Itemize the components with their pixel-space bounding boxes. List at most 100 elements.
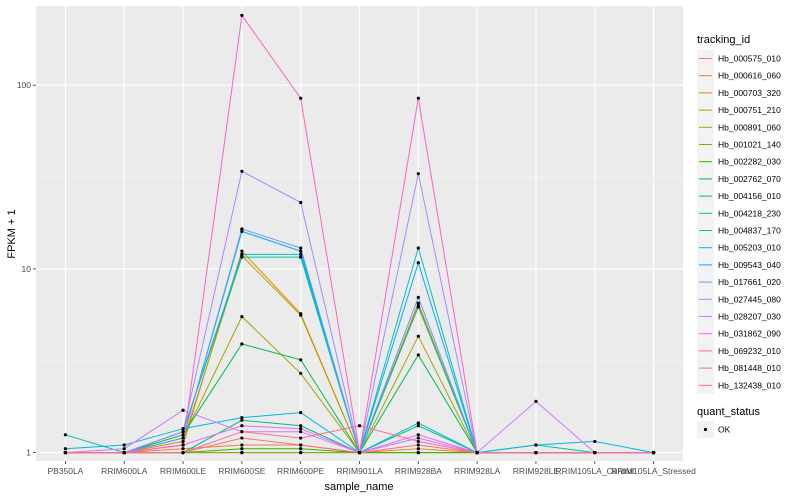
legend-label: Hb_031862_090 [718,329,781,339]
data-point-Hb_002762_070-4 [299,358,303,362]
data-point-Hb_004837_170-4 [299,252,303,256]
legend-label: Hb_001021_140 [718,140,781,150]
data-point-Hb_000891_060-6 [416,334,420,338]
data-point-Hb_081448_010-6 [416,439,420,444]
data-point-Hb_002762_070-6 [416,353,420,357]
y-axis-title: FPKM + 1 [6,209,18,258]
legend-label: Hb_017661_020 [718,277,781,287]
data-point-Hb_069232_010-6 [416,96,420,100]
data-point-Hb_004218_230-6 [416,304,420,308]
x-axis: PB350LA RRIM600LA RRIM600LE RRIM600SE RRIM60… [47,461,696,476]
shape-legend-key-0 [703,427,708,432]
points-layer [63,13,656,455]
data-point-Hb_031862_090-3 [240,424,244,428]
data-point-Hb_004156_010-4 [299,424,303,428]
y-tick-label: 100 [17,80,31,90]
legend-items: Hb_000575_010 Hb_000616_060 Hb_000703_320 H… [697,50,781,394]
data-point-Hb_132438_010-5 [357,450,362,455]
x-tick-label: RRIM928BA [395,466,443,476]
data-point-Hb_004218_230-0 [63,433,68,437]
data-point-Hb_002282_030-3 [240,447,244,451]
legend-label: Hb_027445_080 [718,294,781,304]
data-point-Hb_132438_010-4 [299,443,303,447]
data-point-Hb_132438_010-0 [63,450,68,455]
data-point-Hb_000751_210-4 [299,312,303,316]
data-point-Hb_004218_230-3 [240,255,244,259]
data-point-Hb_002762_070-2 [181,433,185,437]
data-point-Hb_081448_010-4 [299,436,303,440]
data-point-Hb_005203_010-4 [299,411,303,415]
data-point-Hb_132438_010-9 [593,450,597,455]
x-tick-label: RRIM600LE [160,466,207,476]
shape-legend-title: quant_status [697,406,760,418]
data-point-Hb_000751_210-3 [240,249,244,253]
data-point-Hb_028207_030-2 [181,408,185,412]
data-point-Hb_005203_010-0 [63,447,68,451]
data-point-Hb_009543_040-6 [416,261,420,265]
data-point-Hb_000703_320-2 [181,439,185,444]
data-point-Hb_028207_030-6 [416,436,420,440]
data-point-Hb_005203_010-9 [593,439,597,444]
x-axis-title: sample_name [324,481,393,493]
legend-label: Hb_005203_010 [718,243,781,253]
legend-label: Hb_000616_060 [718,71,781,81]
data-point-Hb_017661_020-2 [181,436,185,440]
data-point-Hb_069232_010-3 [240,13,244,17]
shape-legend-items: OK [697,421,731,438]
data-point-Hb_017661_020-6 [416,295,420,299]
shape-legend-label: OK [718,425,731,435]
data-point-Hb_069232_010-4 [299,96,303,100]
legend-label: Hb_000703_320 [718,88,781,98]
x-tick-label: RRIM600LA [101,466,148,476]
data-point-Hb_005203_010-3 [240,416,244,420]
data-point-Hb_027445_080-3 [240,169,244,173]
data-point-Hb_002282_030-4 [299,447,303,451]
data-point-Hb_132438_010-3 [240,436,244,440]
data-point-Hb_081448_010-5 [357,424,362,428]
legend-label: Hb_028207_030 [718,312,781,322]
data-point-Hb_132438_010-2 [181,450,185,455]
data-point-Hb_004837_170-6 [416,246,420,250]
data-point-Hb_132438_010-6 [416,443,420,447]
x-tick-label: RRIM928LA [454,466,501,476]
data-point-Hb_000616_060-6 [416,447,420,451]
data-point-Hb_005203_010-2 [181,427,185,431]
x-tick-label: RRIM600PE [277,466,325,476]
data-point-Hb_132438_010-7 [475,450,479,455]
legend-label: Hb_004156_010 [718,191,781,201]
x-tick-label: RRIM105LA_Stressed [611,466,696,476]
x-tick-label: RRIM928LE [513,466,560,476]
x-tick-label: PB350LA [47,466,83,476]
data-point-Hb_027445_080-2 [181,430,185,434]
legend-label: Hb_002762_070 [718,174,781,184]
data-point-Hb_017661_020-3 [240,227,244,231]
data-point-Hb_132438_010-1 [122,450,126,455]
legend-label: Hb_002282_030 [718,157,781,167]
data-point-Hb_069232_010-2 [181,443,185,447]
data-point-Hb_027445_080-6 [416,172,420,176]
y-tick-label: 1 [26,448,31,458]
legend-label: Hb_081448_010 [718,363,781,373]
legend: tracking_id Hb_000575_010Hb_000616_060Hb… [697,34,781,438]
data-point-Hb_017661_020-4 [299,246,303,250]
legend-label: Hb_000891_060 [718,122,781,132]
x-tick-label: RRIM105LA_Control [556,466,635,476]
data-point-Hb_005203_010-1 [122,443,126,447]
data-point-Hb_000616_060-2 [181,447,185,451]
data-point-Hb_000616_060-3 [240,443,244,447]
data-point-Hb_132438_010-8 [534,450,538,455]
data-point-Hb_031862_090-6 [416,433,420,437]
data-point-Hb_028207_030-1 [122,447,126,451]
data-point-Hb_132438_010-10 [651,450,656,455]
data-point-Hb_028207_030-4 [299,430,303,434]
data-point-Hb_004156_010-3 [240,418,244,422]
legend-label: Hb_009543_040 [718,260,781,270]
data-point-Hb_001021_140-3 [240,450,244,455]
data-point-Hb_005203_010-6 [416,421,420,425]
data-point-Hb_002282_030-6 [416,450,420,455]
data-point-Hb_005203_010-8 [534,443,538,447]
data-point-Hb_027445_080-4 [299,200,303,205]
legend-label: Hb_000575_010 [718,54,781,64]
x-tick-label: RRIM901LA [336,466,383,476]
